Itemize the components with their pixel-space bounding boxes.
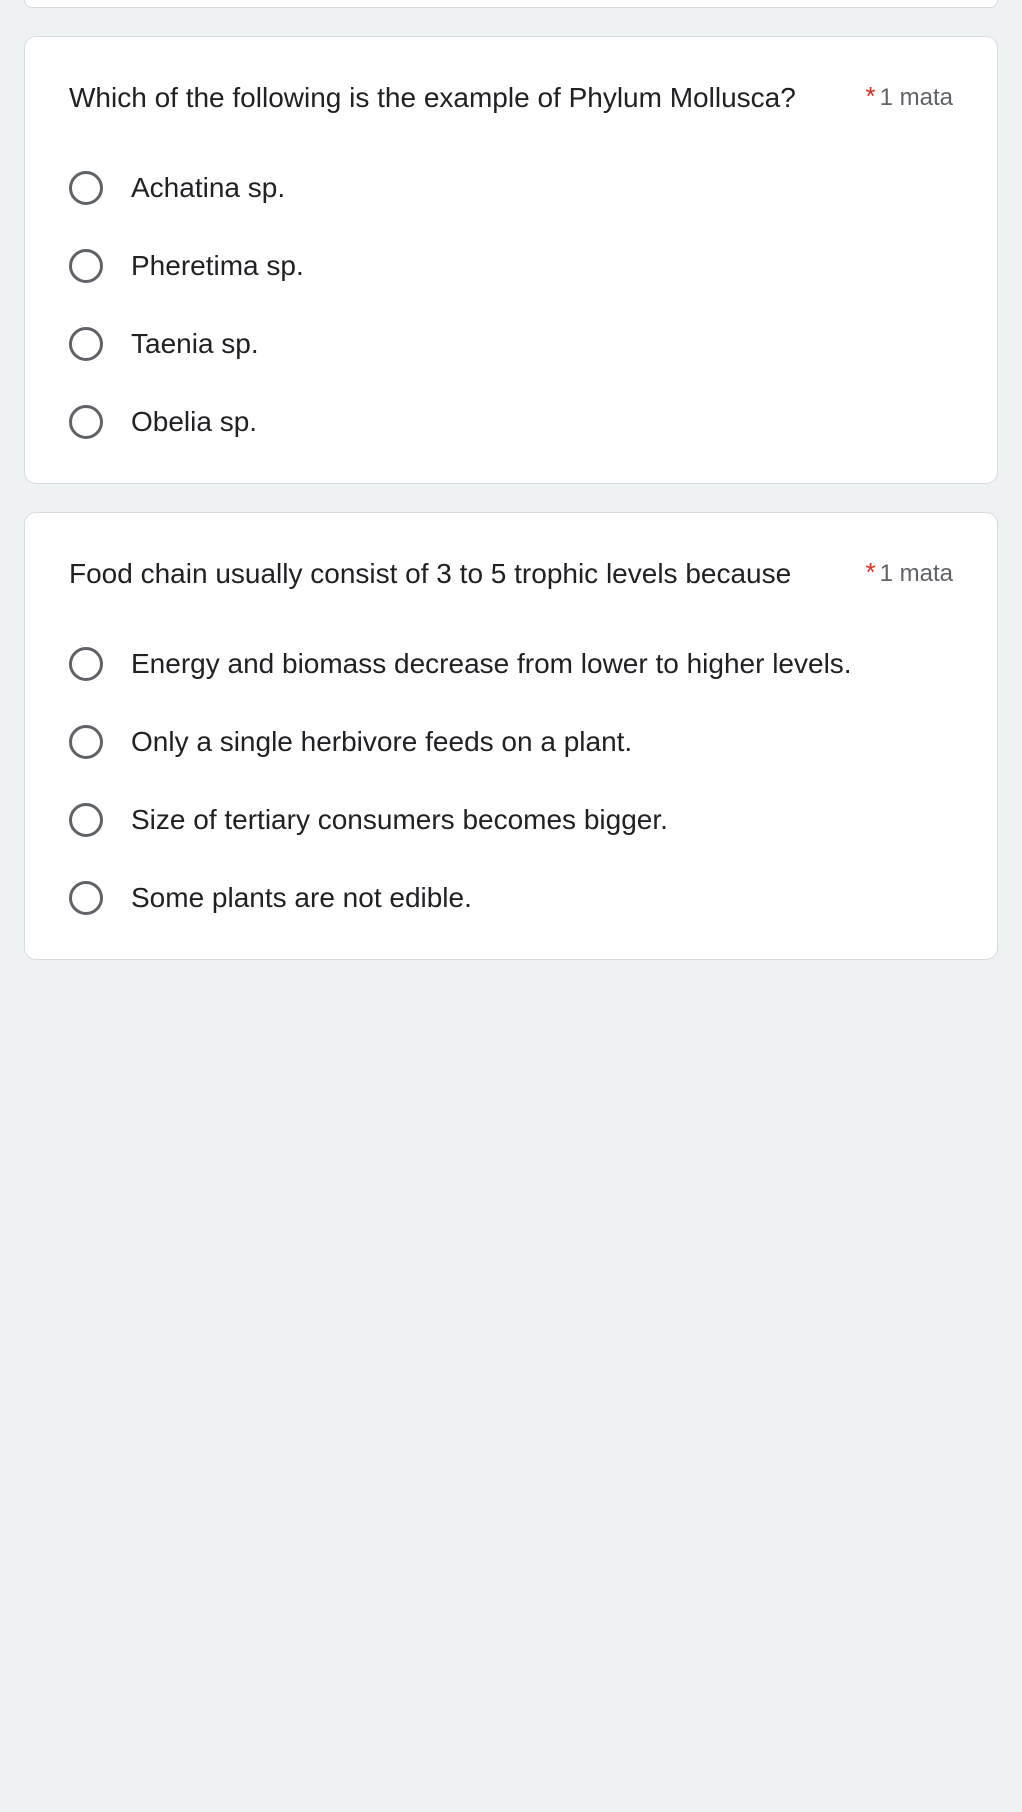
option-label: Obelia sp. [131, 401, 257, 443]
option-label: Taenia sp. [131, 323, 259, 365]
radio-option[interactable]: Taenia sp. [69, 323, 953, 365]
question-card: Which of the following is the example of… [24, 36, 998, 484]
option-label: Energy and biomass decrease from lower t… [131, 643, 852, 685]
points-label: 1 mata [880, 560, 953, 587]
required-asterisk-icon: * [866, 81, 876, 111]
radio-option[interactable]: Pheretima sp. [69, 245, 953, 287]
required-asterisk-icon: * [866, 557, 876, 587]
option-label: Only a single herbivore feeds on a plant… [131, 721, 632, 763]
points-indicator: *1 mata [866, 81, 954, 112]
radio-option[interactable]: Size of tertiary consumers becomes bigge… [69, 799, 953, 841]
option-label: Pheretima sp. [131, 245, 304, 287]
question-header: Which of the following is the example of… [69, 77, 953, 119]
option-label: Achatina sp. [131, 167, 285, 209]
question-text: Which of the following is the example of… [69, 77, 866, 119]
radio-icon [69, 803, 103, 837]
radio-option[interactable]: Energy and biomass decrease from lower t… [69, 643, 953, 685]
radio-option[interactable]: Some plants are not edible. [69, 877, 953, 919]
option-label: Size of tertiary consumers becomes bigge… [131, 799, 668, 841]
radio-icon [69, 405, 103, 439]
radio-option[interactable]: Obelia sp. [69, 401, 953, 443]
radio-option[interactable]: Achatina sp. [69, 167, 953, 209]
radio-icon [69, 249, 103, 283]
points-indicator: *1 mata [866, 557, 954, 588]
radio-option[interactable]: Only a single herbivore feeds on a plant… [69, 721, 953, 763]
option-label: Some plants are not edible. [131, 877, 472, 919]
radio-icon [69, 647, 103, 681]
previous-card-edge [24, 0, 998, 8]
question-text: Food chain usually consist of 3 to 5 tro… [69, 553, 866, 595]
radio-icon [69, 171, 103, 205]
radio-icon [69, 725, 103, 759]
radio-icon [69, 881, 103, 915]
points-label: 1 mata [880, 84, 953, 111]
radio-icon [69, 327, 103, 361]
question-header: Food chain usually consist of 3 to 5 tro… [69, 553, 953, 595]
question-card: Food chain usually consist of 3 to 5 tro… [24, 512, 998, 960]
